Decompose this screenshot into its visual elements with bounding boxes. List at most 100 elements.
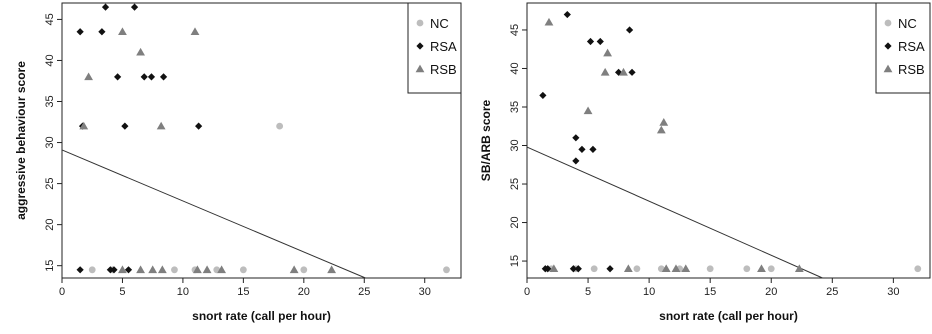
point-rsb bbox=[659, 117, 669, 126]
point-rsb bbox=[544, 17, 554, 26]
point-nc bbox=[590, 265, 598, 273]
y-tick-label: 45 bbox=[44, 13, 56, 25]
x-tick-label: 30 bbox=[887, 286, 899, 298]
series-rsa bbox=[76, 3, 203, 274]
point-rsb bbox=[84, 72, 93, 81]
y-tick-label: 20 bbox=[44, 219, 56, 231]
legend-label-rsa: RSA bbox=[898, 39, 925, 54]
x-tick-label: 15 bbox=[704, 286, 716, 298]
legend-marker-rsa bbox=[884, 42, 892, 50]
point-rsa bbox=[195, 122, 203, 130]
x-axis-title: snort rate (call per hour) bbox=[192, 309, 331, 323]
point-rsb bbox=[671, 264, 681, 273]
x-tick-label: 5 bbox=[585, 286, 591, 298]
point-rsb bbox=[202, 265, 212, 274]
point-rsa bbox=[539, 91, 547, 100]
legend-label-rsb: RSB bbox=[898, 62, 925, 77]
point-nc bbox=[706, 265, 714, 273]
point-nc bbox=[171, 266, 178, 274]
point-rsa bbox=[140, 73, 148, 81]
legend-box bbox=[407, 2, 462, 94]
legend-label-rsa: RSA bbox=[430, 39, 457, 54]
point-rsb bbox=[757, 264, 766, 273]
x-tick-label: 10 bbox=[177, 286, 189, 298]
x-tick-label: 20 bbox=[298, 286, 310, 298]
point-rsb bbox=[583, 106, 593, 115]
point-rsa bbox=[589, 145, 597, 153]
point-rsb bbox=[136, 47, 145, 56]
point-nc bbox=[767, 265, 775, 273]
point-rsa bbox=[606, 265, 614, 273]
point-rsb bbox=[157, 265, 167, 274]
point-rsa bbox=[625, 26, 634, 34]
point-rsb bbox=[656, 125, 666, 134]
point-nc bbox=[239, 266, 247, 274]
y-tick-label: 30 bbox=[509, 139, 521, 151]
chart-panel-2: 0 5 10 15 20 25 30 15 20 25 30 35 40 45 snort rate (ca… bbox=[479, 2, 931, 323]
series-rsb bbox=[544, 17, 804, 273]
x-tick-label: 20 bbox=[765, 286, 777, 298]
point-rsa bbox=[563, 10, 571, 19]
point-rsa bbox=[124, 266, 133, 274]
point-rsb bbox=[603, 48, 612, 57]
point-rsa bbox=[572, 157, 580, 165]
y-tick-label: 25 bbox=[44, 177, 56, 189]
point-rsb bbox=[327, 265, 337, 274]
point-rsb bbox=[619, 67, 628, 76]
x-tick-label: 15 bbox=[237, 286, 249, 298]
point-rsb bbox=[118, 265, 127, 274]
y-axis-title: SB/ARB score bbox=[479, 99, 493, 181]
legend: NC RSA RSB bbox=[875, 2, 931, 94]
x-tick-label: 25 bbox=[358, 286, 370, 298]
regression-line bbox=[61, 149, 366, 279]
legend-marker-rsb bbox=[415, 64, 425, 73]
y-tick-label: 15 bbox=[44, 260, 56, 272]
point-rsa bbox=[628, 68, 636, 76]
y-tick-label: 25 bbox=[509, 178, 521, 190]
legend-label-rsb: RSB bbox=[430, 62, 457, 77]
y-tick-label: 35 bbox=[44, 95, 56, 107]
regression-line bbox=[526, 146, 823, 279]
point-nc bbox=[914, 265, 922, 273]
x-tick-label: 30 bbox=[419, 286, 431, 298]
point-rsa bbox=[159, 73, 168, 81]
point-rsa bbox=[596, 37, 604, 46]
plot-frame bbox=[526, 2, 931, 279]
point-rsa bbox=[574, 265, 582, 273]
point-rsa bbox=[98, 28, 106, 36]
point-rsa bbox=[572, 134, 580, 142]
point-rsa bbox=[76, 28, 84, 36]
point-rsb bbox=[661, 264, 671, 273]
point-rsb bbox=[623, 264, 633, 273]
point-rsa bbox=[114, 73, 122, 81]
point-rsb bbox=[600, 67, 610, 76]
legend-box bbox=[875, 2, 931, 94]
point-rsa bbox=[76, 266, 84, 274]
point-rsb bbox=[217, 265, 226, 274]
point-rsb bbox=[681, 264, 691, 273]
point-rsb bbox=[193, 265, 202, 274]
point-rsa bbox=[569, 265, 578, 273]
y-tick-label: 15 bbox=[509, 255, 521, 267]
point-rsb bbox=[549, 264, 559, 273]
point-rsa bbox=[147, 73, 156, 81]
legend-label-nc: NC bbox=[430, 16, 449, 31]
chart-panel-1: 0 5 10 15 20 25 30 15 20 25 30 35 40 45 snort rate (ca… bbox=[14, 2, 462, 323]
x-tick-label: 25 bbox=[826, 286, 838, 298]
legend-marker-nc bbox=[884, 19, 892, 27]
y-tick-label: 20 bbox=[509, 216, 521, 228]
point-rsa bbox=[544, 265, 552, 273]
point-rsb bbox=[289, 265, 299, 274]
series-rsa bbox=[539, 10, 636, 273]
y-tick-label: 40 bbox=[509, 62, 521, 74]
y-tick-label: 30 bbox=[44, 136, 56, 148]
y-axis-title: aggressive behaviour score bbox=[14, 61, 28, 220]
point-nc bbox=[443, 266, 450, 274]
point-nc bbox=[88, 266, 96, 274]
point-rsa bbox=[614, 68, 623, 76]
point-rsa bbox=[110, 266, 118, 274]
y-tick-label: 35 bbox=[509, 101, 521, 113]
legend: NC RSA RSB bbox=[407, 2, 462, 94]
